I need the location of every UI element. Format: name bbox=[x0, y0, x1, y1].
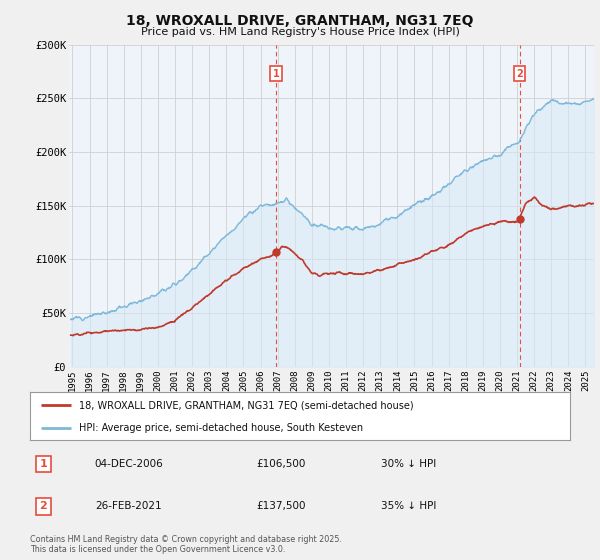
Text: HPI: Average price, semi-detached house, South Kesteven: HPI: Average price, semi-detached house,… bbox=[79, 423, 363, 433]
Text: 35% ↓ HPI: 35% ↓ HPI bbox=[381, 501, 436, 511]
Text: 04-DEC-2006: 04-DEC-2006 bbox=[95, 459, 164, 469]
Text: Price paid vs. HM Land Registry's House Price Index (HPI): Price paid vs. HM Land Registry's House … bbox=[140, 27, 460, 37]
Text: 1: 1 bbox=[40, 459, 47, 469]
Text: 18, WROXALL DRIVE, GRANTHAM, NG31 7EQ: 18, WROXALL DRIVE, GRANTHAM, NG31 7EQ bbox=[126, 14, 474, 28]
Text: £106,500: £106,500 bbox=[257, 459, 306, 469]
Text: £137,500: £137,500 bbox=[257, 501, 306, 511]
Text: Contains HM Land Registry data © Crown copyright and database right 2025.
This d: Contains HM Land Registry data © Crown c… bbox=[30, 535, 342, 554]
Text: 1: 1 bbox=[273, 69, 280, 79]
Text: 30% ↓ HPI: 30% ↓ HPI bbox=[381, 459, 436, 469]
Text: 2: 2 bbox=[40, 501, 47, 511]
Text: 26-FEB-2021: 26-FEB-2021 bbox=[95, 501, 161, 511]
Text: 18, WROXALL DRIVE, GRANTHAM, NG31 7EQ (semi-detached house): 18, WROXALL DRIVE, GRANTHAM, NG31 7EQ (s… bbox=[79, 400, 413, 410]
Text: 2: 2 bbox=[516, 69, 523, 79]
